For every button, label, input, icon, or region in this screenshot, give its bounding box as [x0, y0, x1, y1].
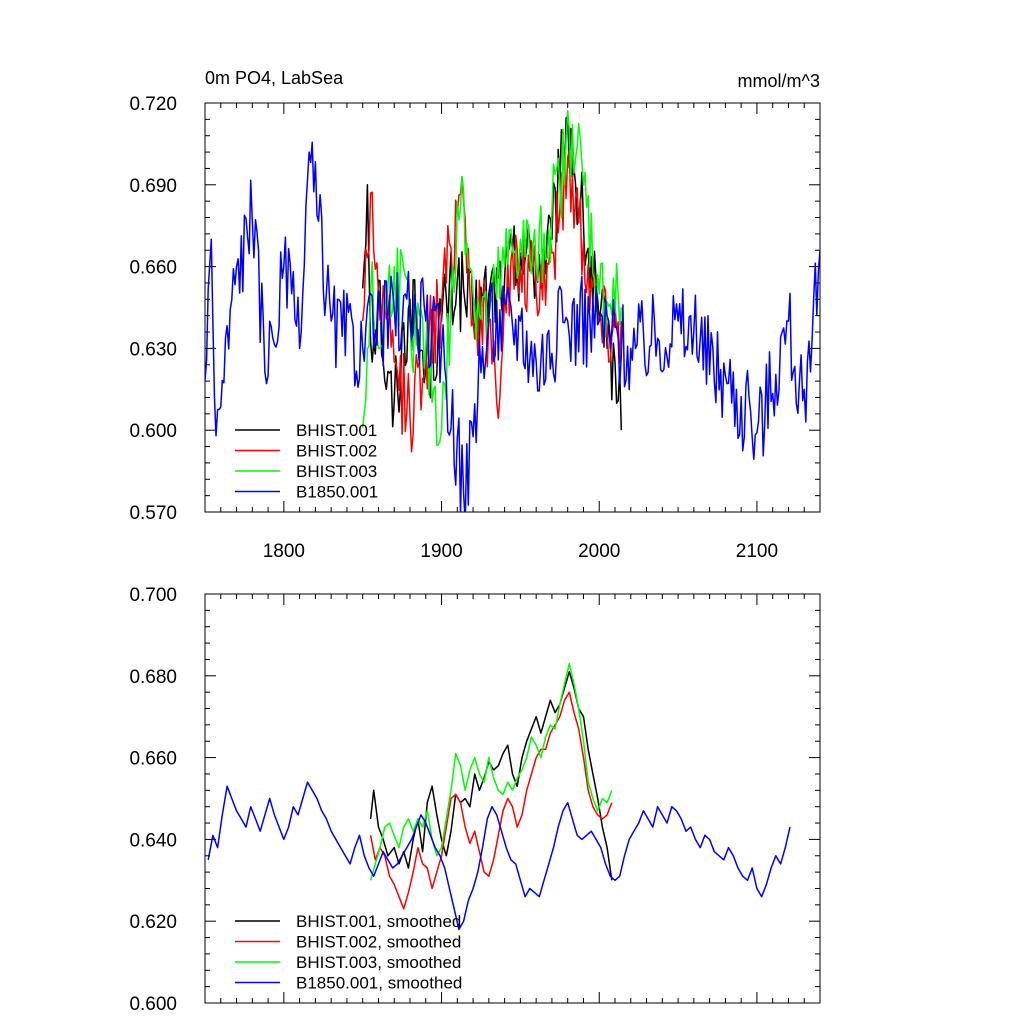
x-tick-label: 1900 [420, 541, 462, 562]
y-tick-label: 0.720 [129, 94, 177, 115]
y-tick-label: 0.630 [129, 339, 177, 360]
legend-label: BHIST.002, smoothed [296, 933, 461, 952]
x-tick-label: 2100 [736, 541, 778, 562]
legend-label: B1850.001 [296, 483, 378, 502]
y-tick-label: 0.700 [129, 585, 177, 606]
chart-units: mmol/m^3 [738, 71, 820, 91]
legend-label: BHIST.003 [296, 462, 377, 481]
legend-label: BHIST.001 [296, 421, 377, 440]
series-line-bhist-002 [361, 149, 623, 453]
plot-frame [204, 593, 821, 1004]
legend-label: BHIST.001, smoothed [296, 912, 461, 931]
legend-label: BHIST.003, smoothed [296, 953, 461, 972]
top-panel: 1800 1900 2000 2100 0.570 0.600 0.630 0.660 0.69… [129, 94, 821, 562]
y-tick-label: 0.620 [129, 912, 177, 933]
series-line-b1850-001-smoothed [207, 781, 791, 931]
y-tick-label: 0.570 [129, 503, 177, 524]
legend-label: BHIST.002 [296, 442, 377, 461]
series-group [207, 662, 791, 931]
series-line-bhist-002-smoothed [369, 691, 613, 910]
series-line-bhist-003-smoothed [369, 662, 613, 881]
y-tick-label: 0.660 [129, 749, 177, 770]
legend-label: B1850.001, smoothed [296, 974, 462, 993]
x-tick-label: 2000 [578, 541, 620, 562]
series-line-b1850-001 [205, 141, 820, 512]
y-tick-label: 0.600 [129, 421, 177, 442]
series-group [205, 110, 820, 512]
y-tick-label: 0.690 [129, 176, 177, 197]
y-tick-label: 0.660 [129, 258, 177, 279]
chart-title: 0m PO4, LabSea [205, 68, 344, 88]
y-tick-label: 0.600 [129, 994, 177, 1015]
bottom-panel: 0.600 0.620 0.640 0.660 0.680 0.700 BHIST.001,… [129, 585, 821, 1015]
y-tick-label: 0.640 [129, 830, 177, 851]
plot-frame [204, 102, 821, 513]
y-tick-label: 0.680 [129, 667, 177, 688]
x-tick-label: 1800 [263, 541, 305, 562]
